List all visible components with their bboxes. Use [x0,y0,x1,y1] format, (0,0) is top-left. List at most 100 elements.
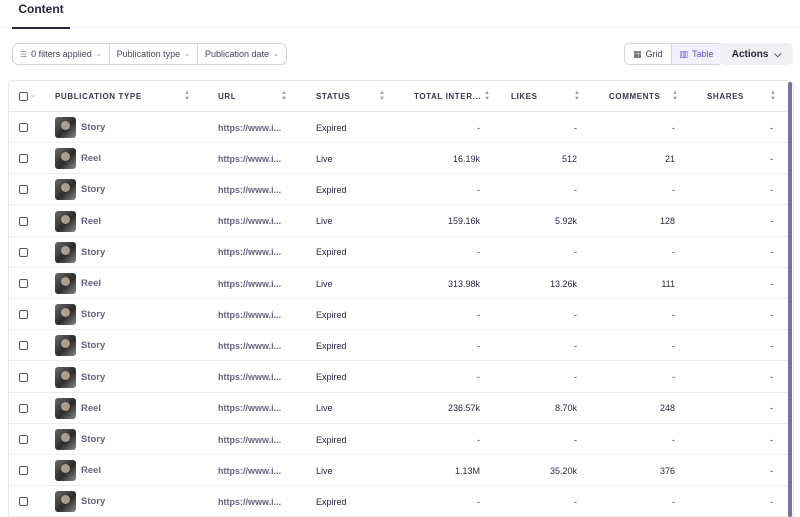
chevron-down-icon[interactable]: ⌄ [30,92,36,99]
column-header-status[interactable]: STATUS [316,92,351,101]
url-link[interactable]: https://www.i... [218,153,282,164]
url-link[interactable]: https://www.i... [218,278,282,289]
table-view-button[interactable]: ▥ Table [670,44,722,64]
comments-cell: - [672,434,675,445]
column-header-shares[interactable]: SHARES [707,92,744,101]
url-link[interactable]: https://www.i... [218,372,282,383]
table-row[interactable]: Story https://www.i... Expired - - - - [9,330,793,362]
row-checkbox[interactable] [19,372,28,382]
table-row[interactable]: Reel https://www.i... Live 1.13M 35.20k 376 - [9,455,793,487]
row-checkbox[interactable] [19,247,28,257]
table-row[interactable]: Story https://www.i... Expired - - - - [9,112,793,143]
row-checkbox[interactable] [19,403,28,413]
column-header-publication-type[interactable]: PUBLICATION TYPE [55,92,142,101]
likes-cell: 5.92k [554,216,577,227]
shares-cell: - [770,465,773,476]
post-thumbnail[interactable] [55,304,76,326]
post-thumbnail[interactable] [55,273,76,294]
url-link[interactable]: https://www.i... [218,434,282,445]
post-thumbnail[interactable] [55,210,76,232]
sort-icon[interactable]: ▲ ▼ [184,90,190,102]
table-scrollbar[interactable] [788,82,792,517]
publication-type-cell: Story [81,122,106,133]
url-link[interactable]: https://www.i... [218,184,282,195]
post-thumbnail[interactable] [55,117,76,138]
row-checkbox[interactable] [19,497,28,507]
shares-cell: - [770,340,773,351]
url-link[interactable]: https://www.i... [218,309,282,320]
row-checkbox[interactable] [19,216,28,226]
row-checkbox[interactable] [19,154,28,164]
tab-content[interactable]: Content [12,0,70,29]
status-cell: Live [316,278,333,289]
url-link[interactable]: https://www.i... [218,403,282,414]
content-table: ⌄ PUBLICATION TYPE ▲ ▼ URL ▲ ▼ STATUS ▲ ▼ T… [8,80,794,517]
status-cell: Expired [316,309,347,320]
row-checkbox[interactable] [19,123,28,132]
table-row[interactable]: Reel https://www.i... Live 313.98k 13.26k 111… [9,268,793,299]
row-checkbox[interactable] [19,341,28,351]
table-row[interactable]: Story https://www.i... Expired - - - - [9,424,793,455]
likes-cell: 13.26k [549,278,577,289]
grid-view-button[interactable]: ▦ Grid [625,44,671,64]
chevron-down-icon: ⌵ [774,48,782,59]
row-checkbox[interactable] [19,279,28,288]
comments-cell: 128 [659,216,675,227]
shares-cell: - [770,403,773,414]
total-interactions-cell: - [477,434,480,445]
comments-cell: - [672,184,675,195]
table-row[interactable]: Reel https://www.i... Live 236.57k 8.70k 248 - [9,393,793,424]
publication-type-filter[interactable]: Publication type ⌄ [110,44,199,64]
status-cell: Live [316,465,333,476]
shares-cell: - [770,216,773,227]
post-thumbnail[interactable] [55,179,76,201]
publication-type-cell: Reel [81,215,102,227]
view-toggle: ▦ Grid ▥ Table [624,43,723,65]
row-checkbox[interactable] [19,185,28,195]
post-thumbnail[interactable] [55,335,76,357]
url-link[interactable]: https://www.i... [218,216,282,227]
table-row[interactable]: Story https://www.i... Expired - - - - [9,362,793,393]
url-link[interactable]: https://www.i... [218,496,282,507]
sort-icon[interactable]: ▲ ▼ [574,90,580,102]
table-row[interactable]: Reel https://www.i... Live 159.16k 5.92k 128 - [9,206,793,237]
row-checkbox[interactable] [19,310,28,320]
post-thumbnail[interactable] [55,491,76,513]
filters-applied-button[interactable]: ☰ 0 filters applied ⌄ [13,44,110,64]
publication-date-filter[interactable]: Publication date ⌄ [198,44,286,64]
actions-button[interactable]: Actions ⌵ [720,43,793,65]
table-row[interactable]: Story https://www.i... Expired - - - - [9,174,793,206]
column-header-total-interactions[interactable]: TOTAL INTER... [414,92,482,101]
row-checkbox[interactable] [19,435,28,444]
total-interactions-cell: - [477,122,480,133]
column-header-likes[interactable]: LIKES [511,92,538,101]
status-cell: Expired [316,184,347,195]
post-thumbnail[interactable] [55,460,76,482]
post-thumbnail[interactable] [55,148,76,170]
row-checkbox[interactable] [19,466,28,476]
select-all-checkbox[interactable] [19,92,28,101]
post-thumbnail[interactable] [55,241,76,263]
post-thumbnail[interactable] [55,366,76,388]
sort-icon[interactable]: ▲ ▼ [379,90,385,102]
sort-icon[interactable]: ▲ ▼ [484,90,490,102]
table-row[interactable]: Story https://www.i... Expired - - - - [9,486,793,517]
column-header-comments[interactable]: COMMENTS [609,92,661,101]
column-header-url[interactable]: URL [218,92,237,101]
sort-icon[interactable]: ▲ ▼ [770,90,776,102]
table-row[interactable]: Reel https://www.i... Live 16.19k 512 21 - [9,143,793,175]
table-row[interactable]: Story https://www.i... Expired - - - - [9,299,793,331]
table-row[interactable]: Story https://www.i... Expired - - - - [9,237,793,268]
sort-icon[interactable]: ▲ ▼ [281,90,287,102]
url-link[interactable]: https://www.i... [218,340,282,351]
url-link[interactable]: https://www.i... [218,465,282,476]
sort-icon[interactable]: ▲ ▼ [672,90,678,102]
comments-cell: - [672,247,675,258]
actions-label: Actions [731,48,769,60]
post-thumbnail[interactable] [55,397,76,419]
table-label: Table [692,49,714,59]
url-link[interactable]: https://www.i... [218,122,282,133]
post-thumbnail[interactable] [55,429,76,450]
url-link[interactable]: https://www.i... [218,247,282,258]
status-cell: Expired [316,496,347,507]
